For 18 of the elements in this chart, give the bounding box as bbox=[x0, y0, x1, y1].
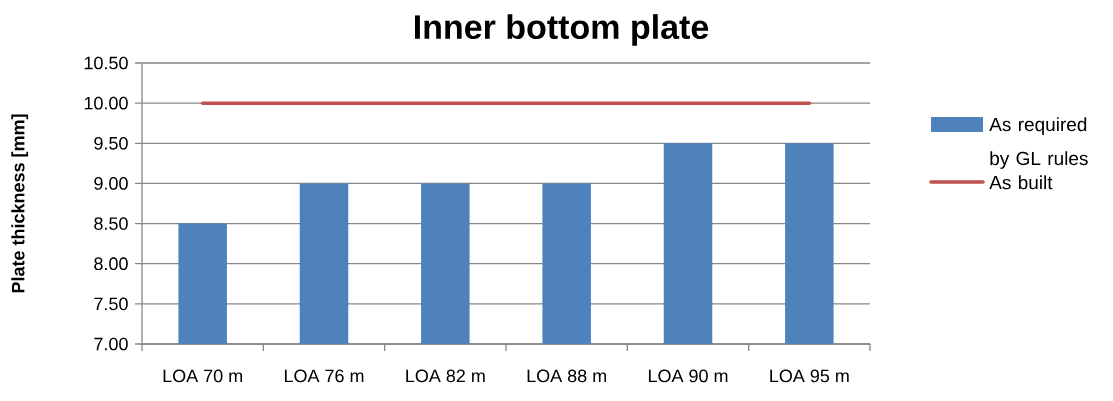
y-tick-label: 7.50 bbox=[94, 297, 128, 311]
chart-title: Inner bottom plate bbox=[415, 14, 709, 46]
legend-label: As required by GL rules bbox=[989, 117, 1088, 169]
x-tick-label: LOA 70 m bbox=[163, 369, 242, 383]
y-tick-label: 9.00 bbox=[94, 177, 128, 190]
x-tick-label: LOA 76 m bbox=[284, 369, 364, 383]
y-axis-title: Plate thickness [mm] bbox=[11, 114, 29, 293]
y-tick-label: 7.00 bbox=[94, 337, 128, 351]
y-tick-label: 9.50 bbox=[94, 136, 128, 150]
x-tick-label: LOA 95 m bbox=[770, 369, 849, 383]
y-tick-label: 10.50 bbox=[84, 56, 128, 70]
x-tick-label: LOA 90 m bbox=[648, 369, 728, 383]
y-tick-label: 8.00 bbox=[94, 257, 128, 271]
y-tick-label: 8.50 bbox=[94, 217, 128, 230]
legend-label: As built bbox=[989, 175, 1053, 190]
y-tick-label: 10.00 bbox=[84, 96, 128, 110]
x-tick-label: LOA 82 m bbox=[406, 369, 485, 383]
x-tick-label: LOA 88 m bbox=[527, 369, 606, 383]
